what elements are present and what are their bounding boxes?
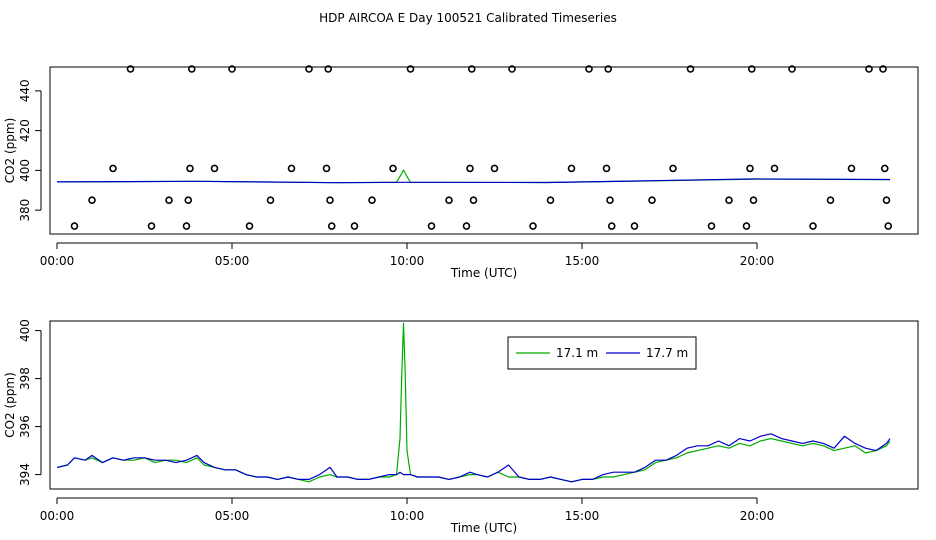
data-point <box>508 65 516 73</box>
data-point <box>88 196 96 205</box>
series-line <box>56 322 891 483</box>
y-tick-label: 396 <box>18 415 32 438</box>
data-point <box>529 222 537 230</box>
legend-label: 17.1 m <box>556 346 598 360</box>
data-point <box>880 164 889 173</box>
y-tick-label: 398 <box>18 367 32 390</box>
chart-panel-bottom: 00:00 05:00 10:00 15:00 20:00 Time (UTC) 394 39… <box>3 319 919 535</box>
data-point <box>606 196 614 205</box>
plot-frame <box>49 320 919 490</box>
data-point <box>182 222 191 230</box>
data-point <box>602 164 611 173</box>
data-point <box>109 164 117 173</box>
data-point <box>788 65 796 73</box>
y-axis-label: CO2 (ppm) <box>3 118 17 184</box>
data-point <box>607 222 616 230</box>
data-point <box>427 222 436 230</box>
x-tick-label: 15:00 <box>565 254 600 268</box>
data-point <box>467 65 476 73</box>
y-tick-label: 400 <box>18 159 32 182</box>
data-point <box>490 164 499 173</box>
data-point <box>749 196 758 205</box>
data-point <box>884 222 893 230</box>
y-tick-label: 380 <box>18 199 32 222</box>
data-point <box>389 164 397 173</box>
data-point <box>324 65 333 73</box>
data-point <box>266 196 275 205</box>
data-point <box>469 196 478 205</box>
y-tick-label: 400 <box>18 319 32 342</box>
series-line <box>56 178 891 184</box>
y-tick-label: 394 <box>18 463 32 486</box>
data-point <box>406 65 415 73</box>
data-point <box>445 196 453 205</box>
data-point <box>126 65 135 73</box>
figure-title: HDP AIRCOA E Day 100521 Calibrated Times… <box>319 11 617 25</box>
data-point <box>770 164 779 173</box>
series-line <box>56 433 891 483</box>
y-tick-label: 440 <box>18 79 32 102</box>
data-point <box>604 65 613 73</box>
x-tick-label: 00:00 <box>40 509 75 523</box>
data-point <box>186 164 194 173</box>
x-tick-label: 20:00 <box>740 509 775 523</box>
x-tick-label: 20:00 <box>740 254 775 268</box>
data-point <box>368 196 376 205</box>
data-point <box>466 164 474 173</box>
data-point <box>326 196 334 205</box>
data-point <box>187 65 196 73</box>
data-point <box>210 164 219 173</box>
data-point <box>879 65 887 73</box>
data-point <box>546 196 555 205</box>
x-tick-label: 00:00 <box>40 254 75 268</box>
data-point <box>630 222 639 230</box>
data-point <box>245 222 254 230</box>
data-point <box>746 164 754 173</box>
data-point <box>585 65 593 73</box>
data-point <box>865 65 873 73</box>
plot-frame <box>49 66 919 235</box>
data-point <box>327 222 336 230</box>
data-point <box>826 196 835 205</box>
data-point <box>882 196 891 205</box>
x-tick-label: 05:00 <box>215 254 250 268</box>
x-axis-label: Time (UTC) <box>450 266 517 280</box>
y-axis-label: CO2 (ppm) <box>3 372 17 438</box>
x-tick-label: 10:00 <box>390 254 425 268</box>
x-tick-label: 05:00 <box>215 509 250 523</box>
data-point <box>165 196 173 205</box>
data-point <box>809 222 817 230</box>
data-point <box>287 164 296 173</box>
x-tick-label: 15:00 <box>565 509 600 523</box>
data-point <box>70 222 79 230</box>
data-point <box>462 222 471 230</box>
legend-label: 17.7 m <box>646 346 688 360</box>
data-point <box>725 196 733 205</box>
x-tick-label: 10:00 <box>390 509 425 523</box>
data-point <box>747 65 756 73</box>
y-tick-label: 420 <box>18 119 32 142</box>
data-point <box>147 222 156 230</box>
data-point <box>648 196 656 205</box>
data-point <box>322 164 331 173</box>
data-point <box>305 65 313 73</box>
data-point <box>567 164 576 173</box>
chart-panel-top: 00:00 05:00 10:00 15:00 20:00 Time (UTC) 380 40… <box>3 65 919 280</box>
data-point <box>707 222 716 230</box>
data-point <box>228 65 236 73</box>
data-point <box>184 196 193 205</box>
data-point <box>686 65 695 73</box>
x-axis-label: Time (UTC) <box>450 521 517 535</box>
data-point <box>669 164 677 173</box>
data-point <box>742 222 751 230</box>
data-point <box>847 164 856 173</box>
data-point <box>350 222 359 230</box>
